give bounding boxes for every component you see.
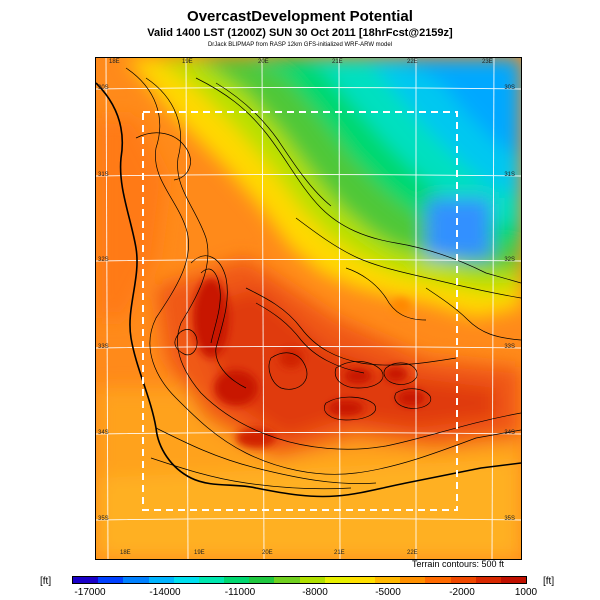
latlon-grid bbox=[96, 58, 521, 559]
colorbar-segment bbox=[500, 577, 527, 583]
coastline bbox=[96, 82, 521, 498]
colorbar-segment bbox=[198, 577, 225, 583]
lat-label-right-3: 32S bbox=[504, 257, 515, 263]
lon-label-bottom-3: 20E bbox=[262, 550, 273, 556]
colorbar-segment bbox=[224, 577, 250, 583]
colorbar bbox=[72, 576, 527, 584]
forecast-map[interactable]: 18E 19E 20E 21E 22E 23E 18E 19E 20E 21E … bbox=[95, 57, 522, 560]
colorbar-label: -5000 bbox=[375, 587, 401, 598]
colorbar-label: -14000 bbox=[149, 587, 181, 598]
lat-label-left-5: 34S bbox=[98, 430, 109, 436]
lon-label-bottom-5: 22E bbox=[407, 550, 418, 556]
lon-label-top-5: 22E bbox=[407, 59, 418, 65]
lat-label-left-4: 33S bbox=[98, 344, 109, 350]
lat-label-left-6: 35S bbox=[98, 516, 109, 522]
colorbar-segment bbox=[123, 577, 149, 583]
unit-label-right: [ft] bbox=[543, 576, 555, 587]
lon-label-top-6: 23E bbox=[482, 59, 493, 65]
terrain-contour-note: Terrain contours: 500 ft bbox=[411, 559, 504, 569]
lon-label-top-3: 20E bbox=[258, 59, 269, 65]
lat-label-right-6: 35S bbox=[504, 516, 515, 522]
unit-label-left: [ft] bbox=[40, 576, 52, 587]
lat-label-right-5: 34S bbox=[504, 430, 515, 436]
lat-label-right-1: 30S bbox=[504, 85, 515, 91]
colorbar-segment bbox=[324, 577, 350, 583]
colorbar-label: -2000 bbox=[449, 587, 475, 598]
map-title: OvercastDevelopment Potential bbox=[187, 8, 413, 25]
colorbar-segment bbox=[148, 577, 174, 583]
colorbar-segment bbox=[274, 577, 300, 583]
colorbar-segment bbox=[375, 577, 401, 583]
colorbar-segment bbox=[450, 577, 476, 583]
lat-label-left-3: 32S bbox=[98, 257, 109, 263]
model-credit: DrJack BLIPMAP from RASP 12km GFS-initia… bbox=[207, 42, 393, 48]
colorbar-segment bbox=[173, 577, 199, 583]
colorbar-segment bbox=[249, 577, 275, 583]
colorbar-segment bbox=[299, 577, 325, 583]
forecast-map-canvas bbox=[96, 58, 521, 559]
colorbar-label: -17000 bbox=[74, 587, 106, 598]
lon-label-bottom-2: 19E bbox=[194, 550, 205, 556]
colorbar-segment bbox=[400, 577, 426, 583]
colorbar-label: 1000 bbox=[514, 587, 538, 598]
terrain-contours bbox=[125, 67, 521, 490]
lat-label-right-2: 31S bbox=[504, 172, 515, 178]
lat-label-right-4: 33S bbox=[504, 344, 515, 350]
colorbar-segment bbox=[73, 577, 99, 583]
map-subtitle: Valid 1400 LST (1200Z) SUN 30 Oct 2011 [… bbox=[147, 27, 453, 39]
lon-label-bottom-1: 18E bbox=[120, 550, 131, 556]
colorbar-segment bbox=[475, 577, 501, 583]
colorbar-segment bbox=[349, 577, 376, 583]
lat-label-left-2: 31S bbox=[98, 172, 109, 178]
lon-label-bottom-4: 21E bbox=[334, 550, 345, 556]
colorbar-label: -8000 bbox=[302, 587, 328, 598]
colorbar-label: -11000 bbox=[224, 587, 256, 598]
lat-label-left-1: 30S bbox=[98, 85, 109, 91]
lon-label-top-2: 19E bbox=[182, 59, 193, 65]
lon-label-top-1: 18E bbox=[109, 59, 120, 65]
colorbar-segment bbox=[98, 577, 124, 583]
lon-label-top-4: 21E bbox=[332, 59, 343, 65]
colorbar-segment bbox=[425, 577, 451, 583]
analysis-box bbox=[142, 111, 458, 511]
field-shading bbox=[96, 58, 521, 559]
